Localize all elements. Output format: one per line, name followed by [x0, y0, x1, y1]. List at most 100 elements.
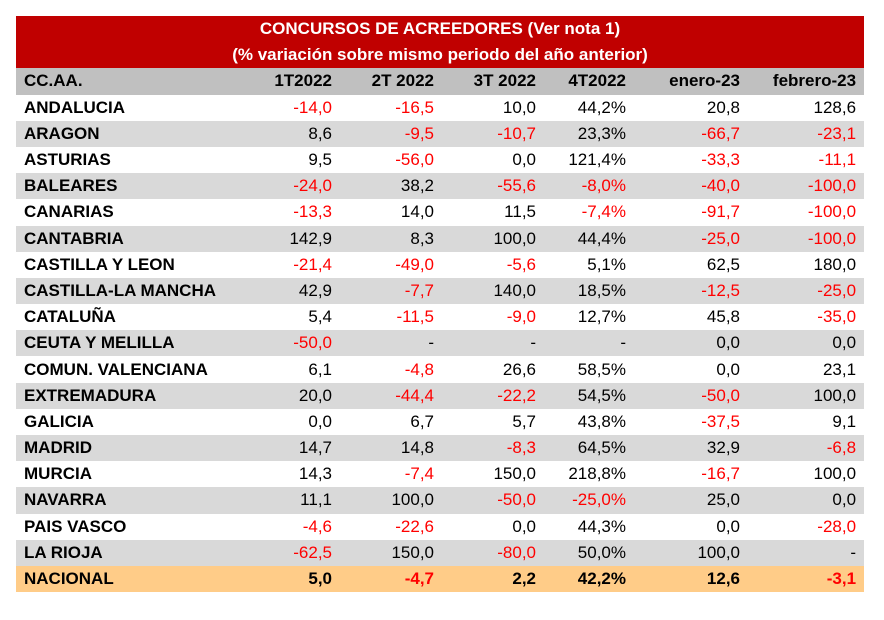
value-cell: 54,5%: [544, 382, 634, 409]
value-cell: 100,0: [748, 382, 865, 409]
value-cell: -100,0: [807, 202, 857, 222]
value-cell: 62,5: [706, 254, 740, 274]
value-cell: 20,8: [706, 97, 740, 117]
value-cell: 8,3: [340, 225, 442, 252]
column-header: 4T2022: [544, 68, 634, 95]
value-cell: 14,3: [298, 464, 332, 484]
value-cell: -14,0: [293, 97, 332, 117]
value-cell: 150,0: [340, 539, 442, 566]
table-row: BALEARES -24,0 38,2 -55,6 -8,0% -40,0 -100,0: [16, 173, 865, 200]
table-row: MADRID 14,7 14,8 -8,3 64,5% 32,9 -6,8: [16, 435, 865, 462]
table-row: CANTABRIA 142,9 8,3 100,0 44,4% -25,0 -100,0: [16, 225, 865, 252]
column-header: 3T 2022: [442, 68, 544, 95]
table-row: NAVARRA 11,1 100,0 -50,0 -25,0% 25,0 0,0: [16, 487, 865, 514]
region-name: CANARIAS: [24, 202, 114, 222]
value-cell: -56,0: [395, 150, 434, 170]
value-cell: 50,0%: [544, 539, 634, 566]
value-cell: -50,0: [442, 487, 544, 514]
value-cell: -22,6: [395, 516, 434, 536]
value-cell: 23,1: [822, 359, 857, 379]
table-row: ARAGON 8,6 -9,5 -10,7 23,3% -66,7 -23,1: [16, 120, 865, 147]
value-cell: -22,2: [442, 382, 544, 409]
region-name: GALICIA: [24, 411, 94, 431]
value-cell: 100,0: [442, 225, 544, 252]
table-row: CASTILLA-LA MANCHA 42,9 -7,7 140,0 18,5% -12,…: [16, 277, 865, 305]
value-cell: 100,0: [813, 464, 857, 484]
value-cell: 32,9: [634, 435, 748, 462]
value-cell: 0,0: [512, 150, 536, 170]
value-cell: 0,0: [634, 330, 748, 357]
value-cell: 5,1%: [587, 254, 626, 274]
value-cell: -11,5: [396, 307, 435, 327]
region-name: PAIS VASCO: [24, 516, 127, 536]
value-cell: 14,0: [400, 202, 434, 222]
region-name: CEUTA Y MELILLA: [16, 330, 256, 357]
value-cell: -7,7: [340, 277, 442, 305]
value-cell: 45,8: [706, 307, 740, 327]
value-cell: -16,7: [701, 464, 740, 484]
column-header: 2T 2022: [340, 68, 442, 95]
value-cell: 121,4%: [568, 150, 626, 170]
value-cell: -35,0: [817, 307, 857, 327]
region-name: ASTURIAS: [24, 150, 111, 170]
value-cell: 14,7: [256, 435, 340, 462]
region-name: LA RIOJA: [16, 539, 256, 566]
value-cell: 9,5: [308, 150, 332, 170]
value-cell: -91,7: [701, 202, 740, 222]
concursos-table: CONCURSOS DE ACREEDORES (Ver nota 1) (% …: [16, 16, 865, 593]
value-cell: 142,9: [256, 225, 340, 252]
value-cell: 58,5%: [577, 359, 626, 379]
table-row: GALICIA 0,0 6,7 5,7 43,8% -37,5 9,1: [16, 409, 864, 435]
table-row: CATALUÑA 5,4 -11,5 -9,0 12,7% 45,8 -35,0: [16, 304, 864, 330]
column-header: febrero-23: [748, 68, 865, 95]
value-cell: 5,0: [256, 565, 340, 593]
region-name: CASTILLA Y LEON: [24, 254, 175, 274]
value-cell: 10,0: [502, 97, 536, 117]
value-cell: 150,0: [493, 464, 536, 484]
value-cell: 8,6: [256, 120, 340, 147]
value-cell: 128,6: [813, 97, 857, 117]
value-cell: 6,7: [410, 411, 434, 431]
value-cell: -25,0: [748, 277, 865, 305]
table-row: ASTURIAS 9,5 -56,0 0,0 121,4% -33,3 -11,1: [16, 147, 864, 173]
value-cell: 5,7: [512, 411, 536, 431]
value-cell: -13,3: [293, 202, 332, 222]
value-cell: -100,0: [748, 173, 865, 200]
value-cell: -62,5: [256, 539, 340, 566]
value-cell: -37,5: [701, 411, 740, 431]
value-cell: -33,3: [701, 150, 740, 170]
value-cell: 218,8%: [568, 464, 626, 484]
region-name: ARAGON: [16, 120, 256, 147]
value-cell: 100,0: [340, 487, 442, 514]
value-cell: 42,2%: [544, 565, 634, 593]
value-cell: -8,3: [442, 435, 544, 462]
value-cell: 9,1: [832, 411, 857, 431]
value-cell: 0,0: [308, 411, 332, 431]
region-name: CANTABRIA: [16, 225, 256, 252]
value-cell: 5,4: [308, 307, 332, 327]
value-cell: -5,6: [506, 254, 536, 274]
region-name: ANDALUCIA: [24, 97, 126, 117]
value-cell: -16,5: [395, 97, 434, 117]
table-row: CANARIAS -13,3 14,0 11,5 -7,4% -91,7 -100,0: [16, 199, 864, 225]
header-row: CC.AA. 1T2022 2T 2022 3T 2022 4T2022 enero-23…: [16, 68, 865, 95]
value-cell: -80,0: [442, 539, 544, 566]
value-cell: 43,8%: [577, 411, 626, 431]
table-row: CEUTA Y MELILLA -50,0- - -0,0 0,0: [16, 330, 865, 357]
value-cell: -50,0: [256, 330, 340, 357]
value-cell: 42,9: [256, 277, 340, 305]
value-cell: 0,0: [716, 516, 740, 536]
region-name: COMUN. VALENCIANA: [24, 359, 208, 379]
value-cell: 11,5: [504, 202, 536, 222]
value-cell: -: [340, 330, 442, 357]
table-title: CONCURSOS DE ACREEDORES (Ver nota 1): [16, 16, 865, 43]
column-header: 1T2022: [256, 68, 340, 95]
value-cell: -11,1: [818, 150, 857, 170]
value-cell: -8,0%: [544, 173, 634, 200]
value-cell: -25,0: [634, 225, 748, 252]
value-cell: 44,3%: [577, 516, 626, 536]
region-name: CASTILLA-LA MANCHA: [16, 277, 256, 305]
value-cell: 100,0: [634, 539, 748, 566]
value-cell: -55,6: [442, 173, 544, 200]
value-cell: 44,2%: [577, 97, 626, 117]
